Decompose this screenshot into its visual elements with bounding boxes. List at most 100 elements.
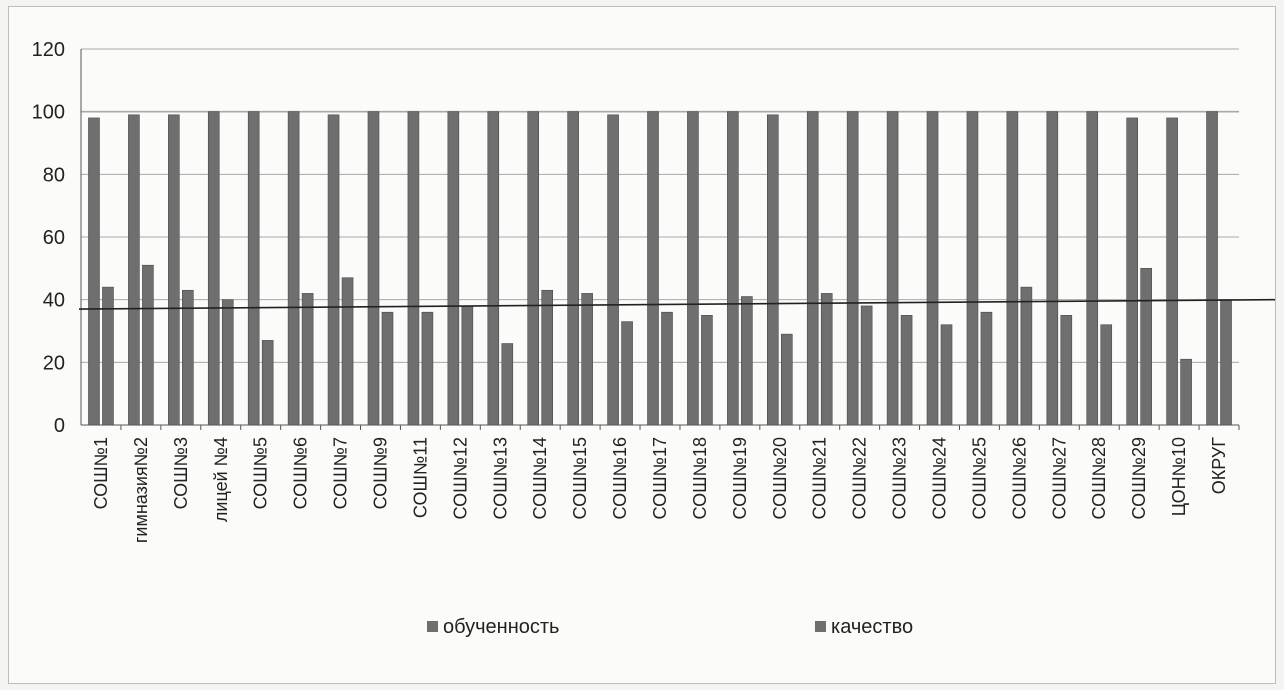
category-label: СОШ№16 [610, 437, 630, 519]
bar-obuchennost [447, 111, 460, 426]
bar-obuchennost [687, 111, 699, 426]
bar-kachestvo [860, 305, 873, 426]
category-label: СОШ№29 [1129, 437, 1149, 519]
bar-chart: 0 20 40 60 80 100 120 СОШ№1 гимназия№2 СОШ№3 лицей… [32, 39, 1275, 638]
bar-kachestvo [102, 286, 114, 426]
category-label: СОШ№6 [291, 437, 311, 509]
bar-obuchennost [367, 111, 380, 426]
legend-swatch [815, 621, 826, 632]
bar-obuchennost [766, 114, 779, 426]
bar-kachestvo [182, 289, 194, 426]
category-label: СОШ№22 [850, 437, 870, 519]
bar-kachestvo [301, 293, 314, 426]
category-label: ЦОН№10 [1169, 437, 1189, 516]
y-tick-label: 0 [54, 415, 65, 437]
bar-kachestvo [1220, 299, 1232, 426]
y-tick-label: 100 [32, 102, 65, 124]
chart-frame: 0 20 40 60 80 100 120 СОШ№1 гимназия№2 СОШ№3 лицей… [8, 6, 1276, 684]
bar-kachestvo [661, 311, 673, 426]
bar-kachestvo [381, 311, 394, 426]
bar-obuchennost [1046, 111, 1059, 426]
bar-kachestvo [501, 343, 514, 426]
bar-obuchennost [247, 111, 260, 426]
bar-obuchennost [88, 117, 100, 426]
category-label: СОШ№15 [570, 437, 590, 519]
category-label: ОКРУГ [1209, 437, 1229, 495]
bar-kachestvo [741, 296, 753, 426]
legend-item-obuchennost: обученность [443, 616, 559, 638]
bar-obuchennost [1166, 117, 1178, 426]
legend-item-kachestvo: качество [831, 616, 913, 638]
y-tick-label: 80 [43, 164, 65, 186]
bar-obuchennost [1126, 117, 1138, 426]
bar-obuchennost [806, 111, 819, 426]
category-label: СОШ№19 [730, 437, 750, 519]
bar-kachestvo [621, 321, 633, 426]
bar-kachestvo [341, 277, 354, 426]
legend-swatch [427, 621, 438, 632]
bar-obuchennost [327, 114, 340, 426]
bar-kachestvo [701, 315, 713, 426]
bar-obuchennost [607, 114, 619, 426]
category-label: СОШ№24 [930, 437, 950, 519]
category-label: гимназия№2 [131, 437, 151, 543]
category-label: СОШ№3 [171, 437, 191, 509]
bar-obuchennost [487, 111, 500, 426]
bar-kachestvo [1020, 286, 1033, 426]
bar-kachestvo [1060, 315, 1073, 426]
category-label: СОШ№25 [969, 437, 989, 519]
bar-kachestvo [541, 289, 554, 426]
bar-kachestvo [421, 311, 434, 426]
category-label: СОШ№1 [91, 437, 111, 509]
bar-obuchennost [1006, 111, 1019, 426]
bar-obuchennost [128, 114, 140, 426]
bar-obuchennost [647, 111, 659, 426]
category-label: СОШ№28 [1089, 437, 1109, 519]
category-label: СОШ№14 [530, 437, 550, 519]
bar-obuchennost [886, 111, 899, 426]
category-label: СОШ№13 [490, 437, 510, 519]
category-label: СОШ№20 [770, 437, 790, 519]
bar-obuchennost [846, 111, 859, 426]
y-tick-label: 20 [43, 352, 65, 374]
bar-obuchennost [567, 111, 579, 426]
category-label: СОШ№11 [410, 437, 430, 518]
bar-obuchennost [926, 111, 939, 426]
category-label: СОШ№7 [331, 437, 351, 509]
category-label: СОШ№12 [450, 437, 470, 519]
bar-kachestvo [940, 324, 953, 426]
y-tick-label: 60 [43, 227, 65, 249]
bar-kachestvo [221, 299, 234, 426]
category-label: СОШ№17 [650, 437, 670, 519]
bar-kachestvo [980, 311, 993, 426]
bar-obuchennost [966, 111, 979, 426]
category-label: СОШ№23 [890, 437, 910, 519]
bar-kachestvo [461, 305, 474, 426]
bar-obuchennost [207, 111, 220, 426]
bar-kachestvo [900, 315, 913, 426]
bar-kachestvo [780, 333, 793, 426]
bar-kachestvo [1140, 268, 1152, 426]
bar-obuchennost [727, 111, 739, 426]
bar-kachestvo [1180, 358, 1192, 426]
y-tick-label: 120 [32, 39, 65, 61]
category-label: СОШ№18 [690, 437, 710, 519]
bar-obuchennost [168, 114, 180, 426]
category-label: СОШ№9 [370, 437, 390, 509]
bar-kachestvo [1100, 324, 1113, 426]
bar-kachestvo [142, 264, 154, 426]
bar-obuchennost [407, 111, 420, 426]
category-label: СОШ№5 [251, 437, 271, 509]
bar-obuchennost [287, 111, 300, 426]
y-tick-label: 40 [43, 290, 65, 312]
category-label: СОШ№26 [1009, 437, 1029, 519]
category-label: лицей №4 [211, 437, 231, 522]
category-label: СОШ№21 [810, 437, 830, 519]
bar-obuchennost [1086, 111, 1099, 426]
reference-line [78, 298, 1275, 310]
bar-obuchennost [527, 111, 540, 426]
bar-kachestvo [820, 293, 833, 426]
bar-kachestvo [261, 340, 274, 426]
bar-obuchennost [1206, 111, 1218, 426]
bar-kachestvo [581, 293, 593, 426]
